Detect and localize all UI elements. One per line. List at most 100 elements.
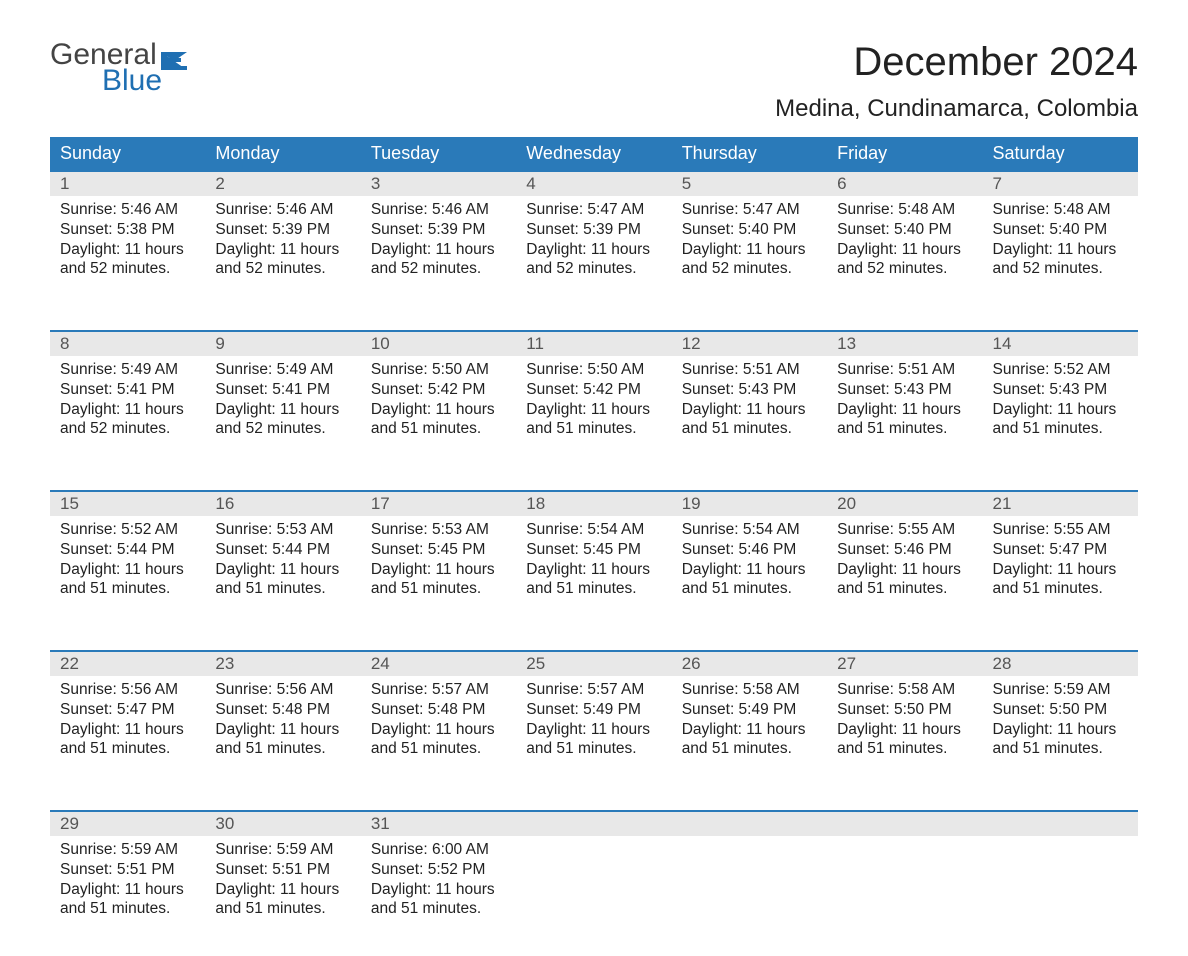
day-details: Sunrise: 5:46 AMSunset: 5:38 PMDaylight:… [60,200,195,279]
day-number: 11 [516,332,671,356]
day-details: Sunrise: 5:50 AMSunset: 5:42 PMDaylight:… [371,360,506,439]
day-cell: Sunrise: 5:59 AMSunset: 5:51 PMDaylight:… [50,836,205,956]
day-details: Sunrise: 5:47 AMSunset: 5:39 PMDaylight:… [526,200,661,279]
day-number: 31 [361,812,516,836]
day-number: 15 [50,492,205,516]
day-number: 6 [827,172,982,196]
daynum-row: 293031 [50,812,1138,836]
week-body: Sunrise: 5:56 AMSunset: 5:47 PMDaylight:… [50,676,1138,796]
daynum-row: 891011121314 [50,332,1138,356]
day-number: 10 [361,332,516,356]
day-number: 26 [672,652,827,676]
day-number [983,812,1138,836]
day-details: Sunrise: 5:56 AMSunset: 5:47 PMDaylight:… [60,680,195,759]
logo-text-blue: Blue [102,66,162,96]
calendar: SundayMondayTuesdayWednesdayThursdayFrid… [50,137,1138,956]
day-cell: Sunrise: 5:57 AMSunset: 5:48 PMDaylight:… [361,676,516,796]
daynum-row: 22232425262728 [50,652,1138,676]
day-number: 30 [205,812,360,836]
day-details: Sunrise: 5:50 AMSunset: 5:42 PMDaylight:… [526,360,661,439]
day-cell: Sunrise: 5:59 AMSunset: 5:51 PMDaylight:… [205,836,360,956]
day-details: Sunrise: 5:58 AMSunset: 5:50 PMDaylight:… [837,680,972,759]
day-number: 13 [827,332,982,356]
day-cell [516,836,671,956]
day-details: Sunrise: 5:51 AMSunset: 5:43 PMDaylight:… [837,360,972,439]
dow-cell: Friday [827,137,982,170]
week-body: Sunrise: 5:46 AMSunset: 5:38 PMDaylight:… [50,196,1138,316]
daynum-row: 15161718192021 [50,492,1138,516]
day-details: Sunrise: 5:59 AMSunset: 5:51 PMDaylight:… [215,840,350,919]
day-number: 29 [50,812,205,836]
day-cell: Sunrise: 5:46 AMSunset: 5:39 PMDaylight:… [205,196,360,316]
day-cell: Sunrise: 5:50 AMSunset: 5:42 PMDaylight:… [361,356,516,476]
day-cell: Sunrise: 5:57 AMSunset: 5:49 PMDaylight:… [516,676,671,796]
day-cell: Sunrise: 5:49 AMSunset: 5:41 PMDaylight:… [50,356,205,476]
day-cell: Sunrise: 5:47 AMSunset: 5:39 PMDaylight:… [516,196,671,316]
header: General Blue December 2024 Medina, Cundi… [50,40,1138,123]
day-details: Sunrise: 5:58 AMSunset: 5:49 PMDaylight:… [682,680,817,759]
day-number: 27 [827,652,982,676]
day-details: Sunrise: 5:48 AMSunset: 5:40 PMDaylight:… [993,200,1128,279]
day-number: 4 [516,172,671,196]
day-number: 5 [672,172,827,196]
day-cell: Sunrise: 5:52 AMSunset: 5:44 PMDaylight:… [50,516,205,636]
dow-cell: Sunday [50,137,205,170]
day-cell: Sunrise: 5:53 AMSunset: 5:45 PMDaylight:… [361,516,516,636]
day-cell: Sunrise: 5:51 AMSunset: 5:43 PMDaylight:… [672,356,827,476]
title-block: December 2024 Medina, Cundinamarca, Colo… [775,40,1138,123]
day-number: 1 [50,172,205,196]
day-number: 25 [516,652,671,676]
day-number: 22 [50,652,205,676]
week-block: 891011121314Sunrise: 5:49 AMSunset: 5:41… [50,330,1138,476]
day-details: Sunrise: 5:55 AMSunset: 5:46 PMDaylight:… [837,520,972,599]
day-cell: Sunrise: 5:49 AMSunset: 5:41 PMDaylight:… [205,356,360,476]
day-number: 2 [205,172,360,196]
day-details: Sunrise: 5:54 AMSunset: 5:46 PMDaylight:… [682,520,817,599]
day-cell: Sunrise: 5:58 AMSunset: 5:49 PMDaylight:… [672,676,827,796]
day-cell [827,836,982,956]
day-cell [983,836,1138,956]
day-details: Sunrise: 5:47 AMSunset: 5:40 PMDaylight:… [682,200,817,279]
week-block: 1234567 Sunrise: 5:46 AMSunset: 5:38 PMDa… [50,170,1138,316]
day-number [827,812,982,836]
day-cell: Sunrise: 5:48 AMSunset: 5:40 PMDaylight:… [827,196,982,316]
day-cell: Sunrise: 5:54 AMSunset: 5:45 PMDaylight:… [516,516,671,636]
day-details: Sunrise: 5:52 AMSunset: 5:43 PMDaylight:… [993,360,1128,439]
day-details: Sunrise: 6:00 AMSunset: 5:52 PMDaylight:… [371,840,506,919]
day-details: Sunrise: 5:56 AMSunset: 5:48 PMDaylight:… [215,680,350,759]
day-details: Sunrise: 5:52 AMSunset: 5:44 PMDaylight:… [60,520,195,599]
day-cell: Sunrise: 5:46 AMSunset: 5:38 PMDaylight:… [50,196,205,316]
day-cell: Sunrise: 5:50 AMSunset: 5:42 PMDaylight:… [516,356,671,476]
day-number: 7 [983,172,1138,196]
day-cell: Sunrise: 6:00 AMSunset: 5:52 PMDaylight:… [361,836,516,956]
week-body: Sunrise: 5:59 AMSunset: 5:51 PMDaylight:… [50,836,1138,956]
day-cell: Sunrise: 5:55 AMSunset: 5:47 PMDaylight:… [983,516,1138,636]
day-details: Sunrise: 5:57 AMSunset: 5:49 PMDaylight:… [526,680,661,759]
day-number: 28 [983,652,1138,676]
day-cell: Sunrise: 5:48 AMSunset: 5:40 PMDaylight:… [983,196,1138,316]
day-cell [672,836,827,956]
logo: General Blue [50,40,187,96]
week-body: Sunrise: 5:49 AMSunset: 5:41 PMDaylight:… [50,356,1138,476]
dow-cell: Thursday [672,137,827,170]
week-block: 22232425262728 Sunrise: 5:56 AMSunset: 5:… [50,650,1138,796]
week-block: 15161718192021 Sunrise: 5:52 AMSunset: 5:… [50,490,1138,636]
day-number: 8 [50,332,205,356]
day-cell: Sunrise: 5:46 AMSunset: 5:39 PMDaylight:… [361,196,516,316]
dow-cell: Saturday [983,137,1138,170]
day-cell: Sunrise: 5:51 AMSunset: 5:43 PMDaylight:… [827,356,982,476]
dow-cell: Wednesday [516,137,671,170]
day-of-week-header: SundayMondayTuesdayWednesdayThursdayFrid… [50,137,1138,170]
day-details: Sunrise: 5:46 AMSunset: 5:39 PMDaylight:… [371,200,506,279]
location-subtitle: Medina, Cundinamarca, Colombia [775,95,1138,123]
page-title: December 2024 [775,40,1138,85]
day-details: Sunrise: 5:53 AMSunset: 5:45 PMDaylight:… [371,520,506,599]
day-number: 3 [361,172,516,196]
day-number: 17 [361,492,516,516]
day-cell: Sunrise: 5:59 AMSunset: 5:50 PMDaylight:… [983,676,1138,796]
dow-cell: Tuesday [361,137,516,170]
day-details: Sunrise: 5:49 AMSunset: 5:41 PMDaylight:… [215,360,350,439]
day-number: 19 [672,492,827,516]
daynum-row: 1234567 [50,172,1138,196]
day-cell: Sunrise: 5:56 AMSunset: 5:48 PMDaylight:… [205,676,360,796]
